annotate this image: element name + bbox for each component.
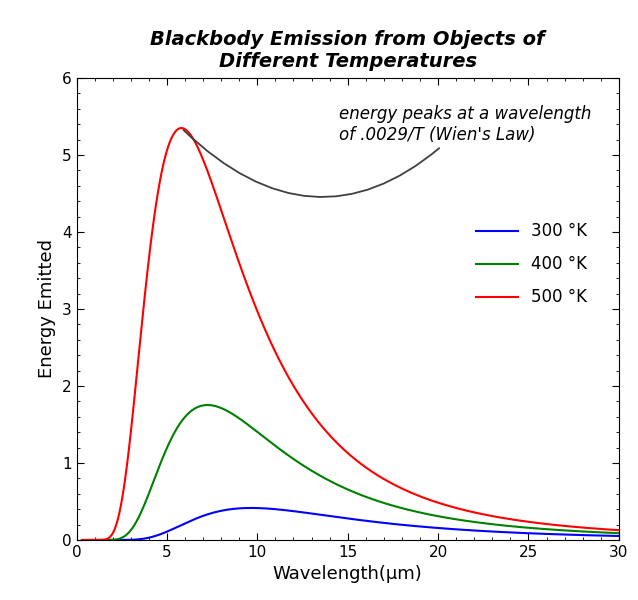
- 300 °K: [78, 536, 85, 544]
- 500 °K: [605, 526, 612, 533]
- Line: 400 °K: 400 °K: [82, 405, 619, 540]
- 500 °K: [78, 536, 85, 544]
- 500 °K: [177, 124, 185, 131]
- 500 °K: [171, 128, 179, 136]
- 300 °K: [139, 535, 147, 542]
- 500 °K: [547, 521, 554, 528]
- 400 °K: [204, 401, 211, 409]
- 400 °K: [615, 530, 623, 537]
- Line: 500 °K: 500 °K: [82, 128, 619, 540]
- 500 °K: [308, 409, 315, 416]
- 300 °K: [248, 505, 255, 512]
- Text: energy peaks at a wavelength
of .0029/T (Wien's Law): energy peaks at a wavelength of .0029/T …: [183, 105, 591, 197]
- 400 °K: [605, 529, 612, 536]
- Line: 300 °K: 300 °K: [82, 508, 619, 540]
- 400 °K: [547, 526, 554, 533]
- 400 °K: [139, 504, 147, 511]
- 400 °K: [78, 536, 85, 544]
- Y-axis label: Energy Emitted: Energy Emitted: [38, 239, 56, 379]
- 300 °K: [284, 507, 292, 514]
- 300 °K: [547, 530, 554, 538]
- 300 °K: [615, 532, 623, 539]
- 500 °K: [284, 373, 292, 380]
- 400 °K: [284, 452, 292, 459]
- 500 °K: [139, 307, 147, 314]
- Legend: 300 °K, 400 °K, 500 °K: 300 °K, 400 °K, 500 °K: [470, 215, 594, 313]
- X-axis label: Wavelength(μm): Wavelength(μm): [273, 565, 422, 583]
- 300 °K: [605, 532, 612, 539]
- Title: Blackbody Emission from Objects of
Different Temperatures: Blackbody Emission from Objects of Diffe…: [151, 30, 545, 71]
- 500 °K: [615, 527, 623, 534]
- 400 °K: [308, 467, 315, 474]
- 300 °K: [171, 524, 179, 532]
- 300 °K: [308, 510, 315, 517]
- 400 °K: [171, 428, 179, 435]
